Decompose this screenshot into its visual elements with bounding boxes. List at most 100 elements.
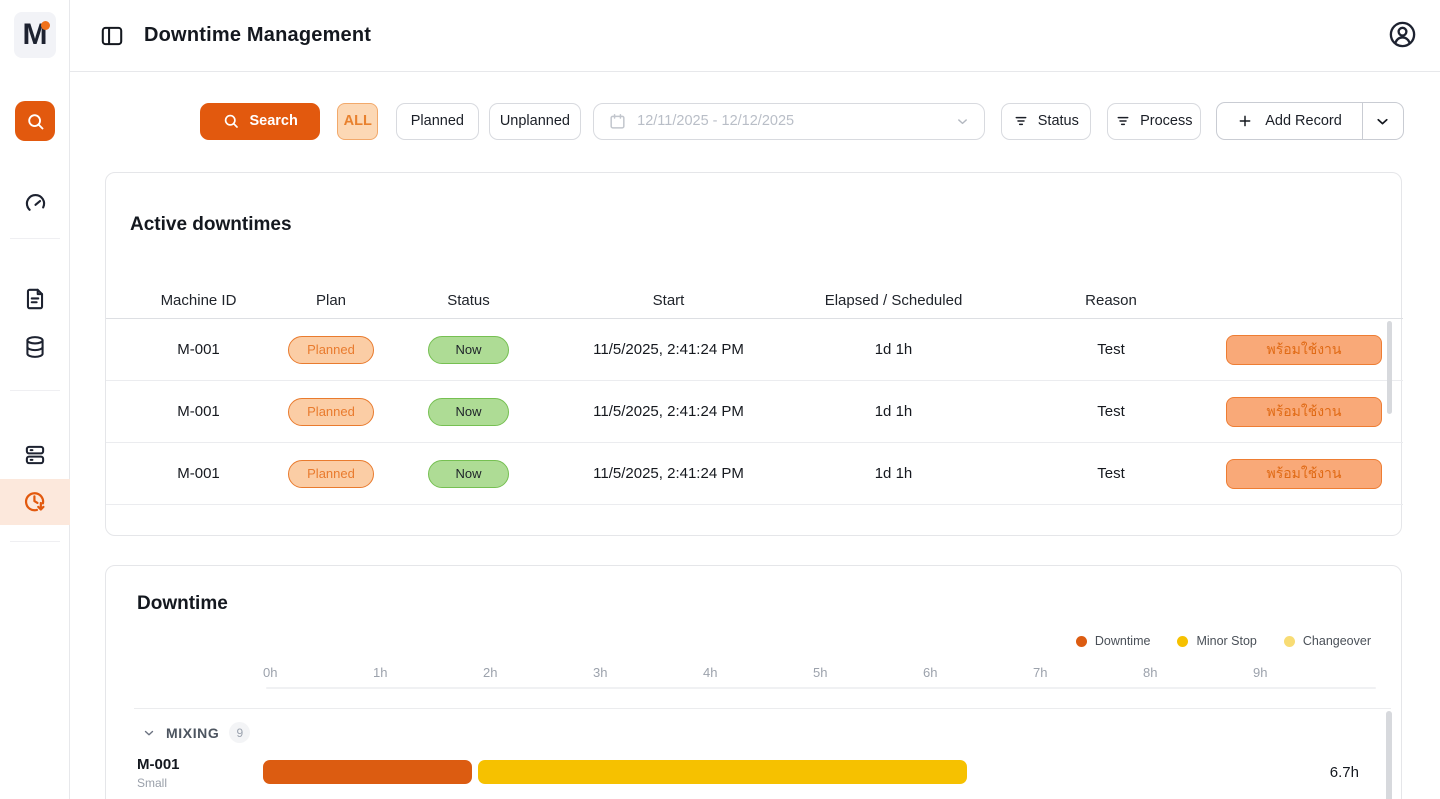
- cell-start: 11/5/2025, 2:41:24 PM: [593, 403, 744, 420]
- chart-axis-ticks: 0h 1h 2h 3h 4h 5h 6h 7h 8h 9h: [263, 665, 1363, 681]
- axis-tick-label: 9h: [1253, 665, 1268, 680]
- document-icon: [22, 286, 48, 312]
- axis-tick-label: 8h: [1143, 665, 1158, 680]
- filter-all-button[interactable]: ALL: [337, 102, 379, 140]
- process-filter-label: Process: [1140, 113, 1193, 129]
- axis-tick-label: 0h: [263, 665, 278, 680]
- axis-tick-label: 3h: [593, 665, 608, 680]
- filter-icon: [1013, 113, 1029, 129]
- user-avatar-icon[interactable]: [1387, 19, 1418, 50]
- search-icon: [222, 112, 240, 130]
- status-filter-button[interactable]: Status: [1001, 102, 1091, 140]
- cell-reason: Test: [1097, 465, 1125, 482]
- chart-legend: Downtime Minor Stop Changeover: [1075, 634, 1371, 648]
- ready-action-button[interactable]: พร้อมใช้งาน: [1226, 334, 1382, 365]
- downtime-chart-card: Downtime Downtime Minor Stop Changeover 0h…: [105, 565, 1402, 799]
- legend-label: Changeover: [1302, 634, 1371, 648]
- column-header: Status: [447, 292, 490, 309]
- toolbar: Search ALL Planned Unplanned 12/11/2025 …: [200, 102, 1404, 140]
- filter-unplanned-button[interactable]: Unplanned: [488, 102, 582, 140]
- sidebar-item-dashboard[interactable]: [0, 180, 70, 226]
- cell-elapsed-scheduled: 1d 1h: [874, 403, 913, 420]
- cell-reason: Test: [1097, 341, 1125, 358]
- legend-item: Changeover: [1283, 634, 1371, 648]
- legend-dot-icon: [1283, 635, 1295, 647]
- date-range-value: 12/11/2025 - 12/12/2025: [637, 113, 795, 129]
- axis-tick-label: 6h: [923, 665, 938, 680]
- axis-tick-label: 5h: [813, 665, 828, 680]
- add-record-button[interactable]: Add Record: [1217, 103, 1362, 139]
- status-badge: Now: [428, 459, 509, 488]
- table-scrollbar[interactable]: [1387, 321, 1392, 414]
- search-button[interactable]: Search: [200, 102, 321, 140]
- logo-dot: [41, 21, 50, 30]
- chart-axis-line: [266, 687, 1376, 689]
- active-downtimes-title: Active downtimes: [130, 214, 292, 235]
- app-logo[interactable]: M: [14, 12, 56, 58]
- axis-tick-label: 4h: [703, 665, 718, 680]
- active-downtimes-table: Machine ID Plan Status Start Elapsed / S…: [106, 283, 1403, 505]
- cell-machine-id: M-001: [177, 465, 220, 482]
- header: Downtime Management: [70, 0, 1440, 72]
- add-record-label: Add Record: [1265, 113, 1342, 129]
- table-row: M-001 Planned Now 11/5/2025, 2:41:24 PM …: [106, 443, 1403, 505]
- legend-dot-icon: [1075, 635, 1087, 647]
- process-filter-button[interactable]: Process: [1106, 102, 1202, 140]
- sidebar-divider: [10, 238, 60, 239]
- axis-tick-label: 2h: [483, 665, 498, 680]
- table-row: M-001 Planned Now 11/5/2025, 2:41:24 PM …: [106, 381, 1403, 443]
- machines-icon: [22, 442, 48, 468]
- page-title: Downtime Management: [144, 24, 372, 46]
- sidebar-item-downtime[interactable]: [0, 479, 70, 525]
- gantt-bar-downtime[interactable]: [263, 760, 472, 784]
- legend-label: Downtime: [1094, 634, 1151, 648]
- cell-start: 11/5/2025, 2:41:24 PM: [593, 341, 744, 358]
- filter-planned-button[interactable]: Planned: [396, 102, 479, 140]
- group-header-mixing[interactable]: MIXING 9: [142, 722, 251, 743]
- machine-size: Small: [137, 776, 168, 790]
- legend-dot-icon: [1177, 635, 1189, 647]
- status-badge: Now: [428, 335, 509, 364]
- ready-action-button[interactable]: พร้อมใช้งาน: [1226, 396, 1382, 427]
- column-header: Start: [652, 292, 685, 309]
- column-header: Elapsed / Scheduled: [824, 292, 963, 309]
- sidebar-item-search[interactable]: [15, 101, 55, 141]
- column-header: Reason: [1085, 292, 1137, 309]
- cell-elapsed-scheduled: 1d 1h: [874, 465, 913, 482]
- calendar-icon: [608, 112, 627, 131]
- date-range-picker[interactable]: 12/11/2025 - 12/12/2025: [593, 102, 986, 140]
- sidebar-item-machines[interactable]: [0, 432, 70, 478]
- sidebar-item-reports[interactable]: [0, 276, 70, 322]
- legend-item: Minor Stop: [1177, 634, 1257, 648]
- chart-scrollbar[interactable]: [1386, 711, 1392, 799]
- group-count-badge: 9: [229, 722, 251, 743]
- axis-tick-label: 1h: [373, 665, 388, 680]
- legend-item: Downtime: [1075, 634, 1151, 648]
- sidebar-item-data[interactable]: [0, 324, 70, 370]
- table-row: M-001 Planned Now 11/5/2025, 2:41:24 PM …: [106, 319, 1403, 381]
- ready-action-button[interactable]: พร้อมใช้งาน: [1226, 458, 1382, 489]
- chevron-down-icon: [142, 726, 156, 740]
- active-downtimes-card: Active downtimes Machine ID Plan Status …: [105, 172, 1403, 536]
- chevron-down-icon: [955, 114, 970, 129]
- status-badge: Now: [428, 397, 509, 426]
- row-total-hours: 6.7h: [1329, 764, 1359, 781]
- cell-reason: Test: [1097, 403, 1125, 420]
- gantt-bar-minor-stop[interactable]: [477, 760, 967, 784]
- group-divider: [134, 708, 1391, 709]
- column-header: Plan: [315, 292, 347, 309]
- plan-badge: Planned: [288, 459, 374, 488]
- machine-id: M-001: [137, 756, 180, 773]
- sidebar-divider: [10, 390, 60, 391]
- search-icon: [25, 111, 46, 132]
- database-icon: [22, 334, 48, 360]
- panel-toggle-icon[interactable]: [99, 23, 125, 49]
- axis-tick-label: 7h: [1033, 665, 1048, 680]
- downtime-clock-icon: [21, 488, 49, 516]
- add-record-dropdown-toggle[interactable]: [1361, 103, 1403, 139]
- group-name: MIXING: [166, 724, 220, 741]
- cell-machine-id: M-001: [177, 341, 220, 358]
- gantt-track: [263, 760, 1363, 784]
- column-header: Machine ID: [160, 292, 237, 309]
